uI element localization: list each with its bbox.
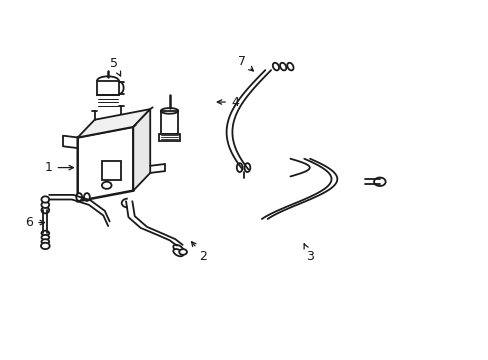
Text: 5: 5 <box>110 57 121 76</box>
Ellipse shape <box>236 163 242 172</box>
Polygon shape <box>78 127 133 201</box>
Ellipse shape <box>41 207 49 213</box>
Bar <box>97 81 119 95</box>
Circle shape <box>41 243 50 249</box>
Ellipse shape <box>173 245 183 252</box>
Polygon shape <box>133 109 150 191</box>
Ellipse shape <box>84 193 90 201</box>
Circle shape <box>179 249 186 255</box>
Ellipse shape <box>41 231 49 236</box>
Ellipse shape <box>280 63 285 71</box>
Ellipse shape <box>287 63 293 71</box>
Text: 1: 1 <box>45 161 73 174</box>
Text: 3: 3 <box>304 244 313 263</box>
Ellipse shape <box>41 196 49 203</box>
Text: 7: 7 <box>238 55 253 71</box>
Bar <box>161 111 178 134</box>
Circle shape <box>373 177 385 186</box>
Text: 4: 4 <box>217 95 238 108</box>
Bar <box>102 161 121 180</box>
Polygon shape <box>78 109 150 138</box>
Text: 2: 2 <box>191 242 207 263</box>
Ellipse shape <box>41 202 49 208</box>
Ellipse shape <box>76 193 82 201</box>
Ellipse shape <box>173 249 183 256</box>
Ellipse shape <box>244 163 250 172</box>
Ellipse shape <box>41 239 49 244</box>
Ellipse shape <box>41 235 49 240</box>
Ellipse shape <box>272 63 279 71</box>
Bar <box>159 134 180 141</box>
Circle shape <box>102 182 111 189</box>
Text: 6: 6 <box>25 216 44 229</box>
